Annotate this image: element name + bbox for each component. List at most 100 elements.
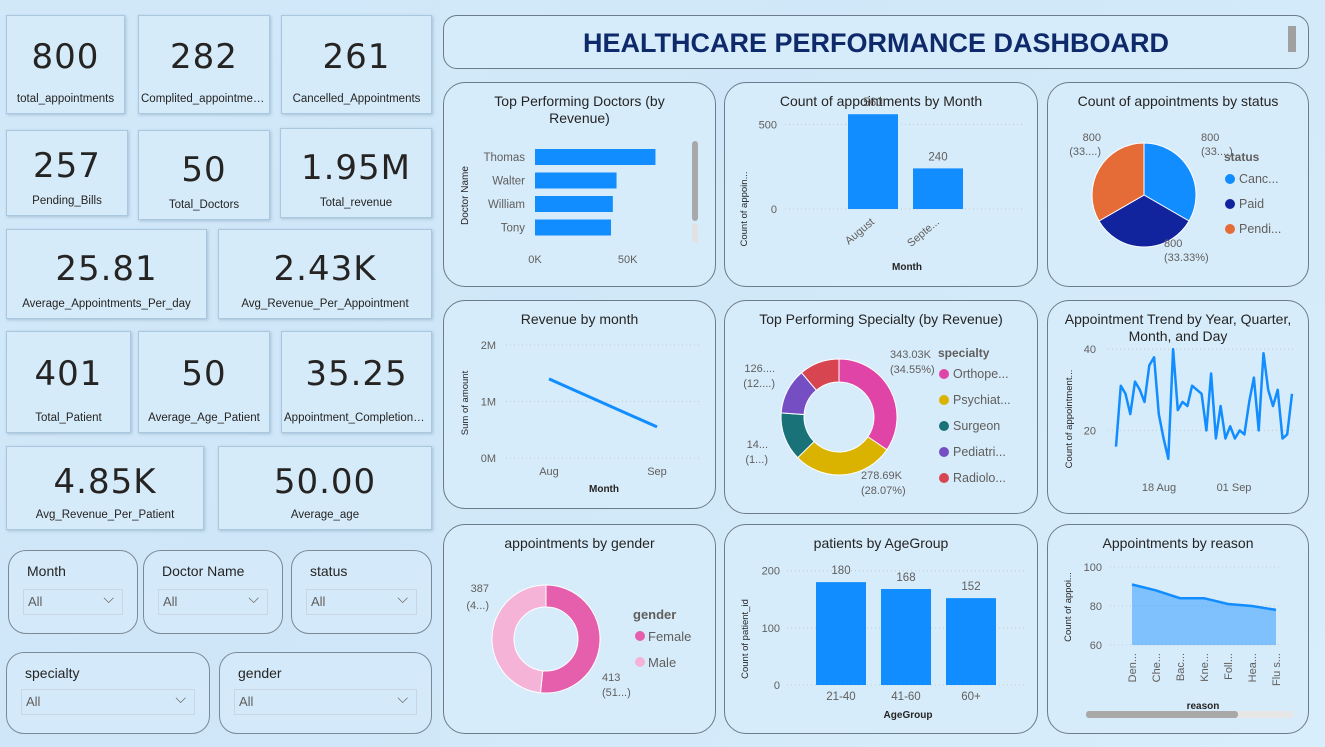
tick-label: 0M [481, 453, 496, 465]
kpi-label: Total_Doctors [168, 199, 240, 211]
category-label: August [843, 216, 877, 247]
card-appointments-by-reason[interactable]: Appointments by reason Count of appoi...… [1047, 524, 1309, 734]
legend-label: Psychiat... [953, 393, 1011, 407]
card-appointments-by-gender[interactable]: appointments by gender gender 413 (51...)… [443, 524, 716, 734]
series-line [1131, 583, 1277, 612]
kpi-label: Avg_Revenue_Per_Patient [35, 509, 175, 521]
kpi-total-revenue[interactable]: 1.95M Total_revenue [280, 128, 432, 218]
tick-label: 500 [759, 119, 777, 131]
kpi-label: Cancelled_Appointments [292, 93, 421, 105]
legend-marker [1225, 199, 1235, 209]
card-patients-by-agegroup[interactable]: patients by AgeGroup Count of patient_id… [724, 524, 1038, 734]
legend-marker [939, 473, 949, 483]
agegroup-ylabel: Count of patient_id [740, 599, 751, 679]
kpi-average-appointments-per-day[interactable]: 25.81 Average_Appointments_Per_day [6, 229, 207, 319]
kpi-value: 800 [31, 37, 100, 78]
card-appointment-trend[interactable]: Appointment Trend by Year, Quarter, Mont… [1047, 300, 1309, 514]
tick-label: 0 [774, 680, 780, 692]
specialty-dropdown[interactable]: All ⌵ [21, 689, 195, 715]
data-label: 343.03K [890, 349, 932, 361]
area-fill [1132, 584, 1276, 645]
kpi-value: 261 [322, 37, 391, 78]
reason-scrollbar[interactable] [1086, 711, 1238, 718]
kpi-value: 35.25 [305, 354, 408, 394]
data-label: (34.55%) [890, 364, 935, 376]
data-label: (1...) [745, 454, 768, 466]
data-label: 800 [1201, 132, 1219, 144]
kpi-pending-bills[interactable]: 257 Pending_Bills [6, 130, 128, 216]
category-label: Flu s... [1271, 653, 1283, 686]
tick-label: 01 Sep [1217, 482, 1252, 494]
data-label: (33....) [1069, 146, 1101, 158]
bar [535, 196, 613, 212]
doctor-name-dropdown[interactable]: All ⌵ [158, 589, 268, 615]
legend-label: Paid [1239, 197, 1264, 211]
bar [881, 589, 931, 685]
chevron-down-icon: ⌵ [397, 691, 408, 707]
gender-donut-chart: gender 413 (51...) 387 (4...) Female Male [466, 583, 691, 699]
tick-label: 100 [762, 623, 780, 635]
category-label: 60+ [961, 691, 981, 703]
gender-dropdown[interactable]: All ⌵ [234, 689, 417, 715]
card-title: Count of appointments by Month [779, 93, 983, 109]
kpi-total-patient[interactable]: 401 Total_Patient [6, 331, 131, 433]
slicer-status: status All ⌵ [291, 550, 432, 634]
status-pie-chart: status 800 (33....) 800 (33.33%) 800 (33....)… [1069, 132, 1281, 264]
kpi-completed-appointments[interactable]: 282 Complited_appointments [138, 15, 270, 114]
card-top-specialty[interactable]: Top Performing Specialty (by Revenue) sp… [724, 300, 1038, 514]
kpi-total-appointments[interactable]: 800 total_appointments [6, 15, 125, 114]
card-appointments-by-status[interactable]: Count of appointments by status status 8… [1047, 82, 1309, 287]
legend-marker [1225, 174, 1235, 184]
kpi-label: Average_age [290, 509, 360, 521]
kpi-value: 50 [181, 150, 227, 191]
status-dropdown[interactable]: All ⌵ [306, 589, 417, 615]
tick-label: 20 [1084, 425, 1096, 437]
category-label: Che... [1151, 653, 1163, 682]
card-appointments-by-month[interactable]: Count of appointments by Month Count of … [724, 82, 1038, 287]
doctors-ylabel: Doctor Name [460, 166, 471, 225]
header-scrollbar[interactable] [1288, 26, 1296, 52]
slicer-specialty: specialty All ⌵ [6, 652, 210, 734]
month-bar-chart: Count of appoin... Month 0 500 560 August 24… [739, 97, 1025, 273]
kpi-cancelled-appointments[interactable]: 261 Cancelled_Appointments [281, 15, 432, 114]
tick-label: 80 [1090, 601, 1102, 613]
data-label: (51...) [602, 687, 631, 699]
trend-ylabel: Count of appointment... [1064, 370, 1075, 469]
kpi-avg-revenue-per-patient[interactable]: 4.85K Avg_Revenue_Per_Patient [6, 446, 204, 530]
doctors-scrollbar[interactable] [692, 141, 698, 221]
tick-label: 1M [481, 397, 496, 409]
dropdown-value: All [28, 594, 43, 609]
kpi-appointment-completion-rate[interactable]: 35.25 Appointment_Completion_Rate [281, 331, 432, 433]
category-label: Septe... [905, 216, 942, 250]
legend-label: Surgeon [953, 419, 1000, 433]
card-top-doctors[interactable]: Top Performing Doctors (by Revenue) Doct… [443, 82, 716, 287]
category-label: Foll... [1223, 653, 1235, 680]
kpi-value: 1.95M [300, 148, 412, 189]
reason-area-chart: Count of appoi... reason 60 80 100 Den... Ch… [1063, 562, 1294, 718]
card-revenue-by-month[interactable]: Revenue by month Sum of amount Month 0M 1… [443, 300, 716, 509]
month-dropdown[interactable]: All ⌵ [23, 589, 123, 615]
month-xlabel: Month [892, 262, 922, 273]
kpi-value: 50.00 [273, 461, 377, 502]
kpi-total-doctors[interactable]: 50 Total_Doctors [138, 130, 270, 220]
specialty-donut-chart: specialty 343.03K (34.55%) 278.69K (28.07%)… [743, 346, 1011, 497]
card-title: appointments by gender [504, 535, 655, 551]
revenue-xlabel: Month [589, 484, 619, 495]
legend-marker [1225, 224, 1235, 234]
data-label: 413 [602, 672, 620, 684]
kpi-avg-revenue-per-appointment[interactable]: 2.43K Avg_Revenue_Per_Appointment [218, 229, 432, 319]
slice [1098, 194, 1190, 248]
series-line [1114, 347, 1294, 461]
kpi-average-age[interactable]: 50.00 Average_age [218, 446, 432, 530]
category-label: Hea... [1247, 653, 1259, 682]
legend-label: Male [648, 655, 676, 670]
month-ylabel: Count of appoin... [739, 172, 750, 247]
dropdown-value: All [26, 694, 41, 709]
trend-line-chart: Count of appointment... 20 40 18 Aug 01 Sep [1064, 344, 1296, 494]
specialty-legend-title: specialty [938, 346, 990, 360]
kpi-average-age-patient[interactable]: 50 Average_Age_Patient [138, 331, 270, 433]
data-label: 387 [471, 583, 489, 595]
data-label: 800 [1083, 132, 1101, 144]
category-label: 21-40 [826, 691, 855, 703]
legend-label: Radiolo... [953, 471, 1006, 485]
